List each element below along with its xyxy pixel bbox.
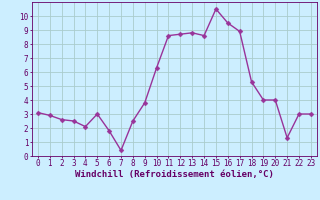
X-axis label: Windchill (Refroidissement éolien,°C): Windchill (Refroidissement éolien,°C) — [75, 170, 274, 179]
